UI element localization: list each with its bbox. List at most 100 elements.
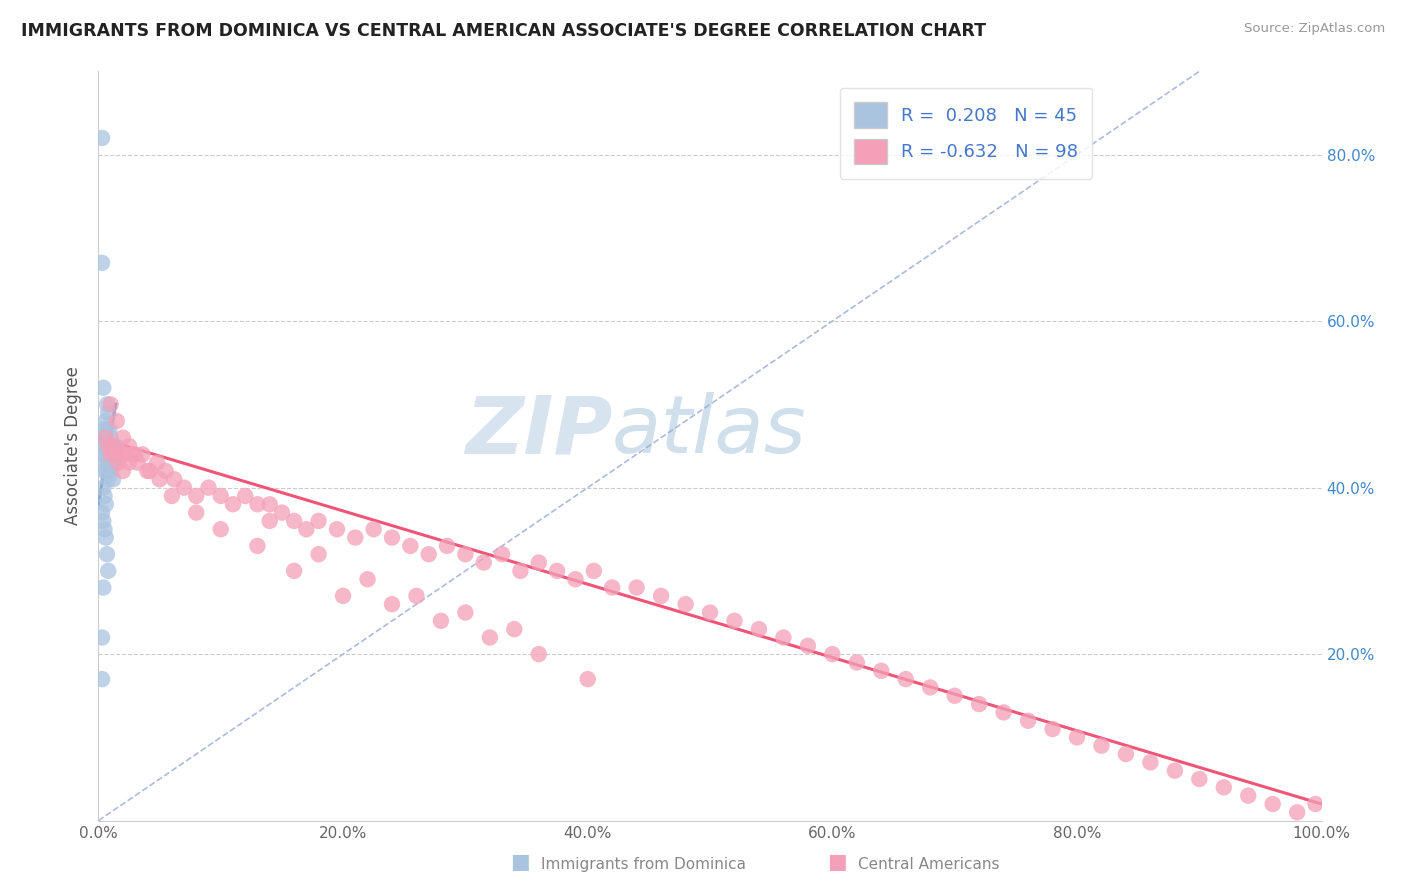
Point <box>546 564 568 578</box>
Point <box>1261 797 1284 811</box>
Point <box>1212 780 1234 795</box>
Point <box>472 556 495 570</box>
Text: Immigrants from Dominica: Immigrants from Dominica <box>541 857 747 872</box>
Point <box>98 422 121 436</box>
Point <box>105 414 128 428</box>
Point <box>146 456 169 470</box>
Text: ZIP: ZIP <box>465 392 612 470</box>
Legend: R =  0.208   N = 45, R = -0.632   N = 98: R = 0.208 N = 45, R = -0.632 N = 98 <box>839 88 1092 178</box>
Point <box>564 572 586 586</box>
Point <box>186 506 208 520</box>
Point <box>967 697 990 711</box>
Point <box>381 531 404 545</box>
Point <box>100 447 122 461</box>
Point <box>920 681 942 695</box>
Point <box>894 672 917 686</box>
Point <box>93 439 115 453</box>
Point <box>503 622 526 636</box>
Point <box>93 522 115 536</box>
Point <box>100 431 122 445</box>
Point <box>111 431 134 445</box>
Point <box>246 497 269 511</box>
Point <box>160 489 183 503</box>
Point <box>100 456 122 470</box>
Point <box>97 406 120 420</box>
Point <box>149 472 172 486</box>
Point <box>233 489 256 503</box>
Point <box>131 447 153 461</box>
Point <box>124 447 146 461</box>
Point <box>101 439 124 453</box>
Point <box>121 447 143 461</box>
Point <box>436 539 458 553</box>
Point <box>699 606 721 620</box>
Point <box>100 397 122 411</box>
Point <box>163 472 186 486</box>
Point <box>246 539 269 553</box>
Point <box>582 564 605 578</box>
Point <box>94 431 117 445</box>
Point <box>797 639 820 653</box>
Point <box>478 631 501 645</box>
Point <box>91 631 114 645</box>
Point <box>222 497 245 511</box>
Point <box>94 531 117 545</box>
Point <box>101 472 124 486</box>
Point <box>1188 772 1211 786</box>
Point <box>363 522 385 536</box>
Point <box>100 464 122 478</box>
Point <box>405 589 427 603</box>
Point <box>97 472 120 486</box>
Point <box>1090 739 1112 753</box>
Point <box>356 572 378 586</box>
Point <box>93 464 115 478</box>
Point <box>118 439 141 453</box>
Point <box>308 514 330 528</box>
Point <box>259 497 281 511</box>
Point <box>96 547 118 561</box>
Point <box>1042 722 1064 736</box>
Point <box>91 256 114 270</box>
Point <box>96 397 118 411</box>
Point <box>772 631 794 645</box>
Point <box>650 589 672 603</box>
Y-axis label: Associate's Degree: Associate's Degree <box>65 367 83 525</box>
Point <box>94 497 117 511</box>
Point <box>118 456 141 470</box>
Point <box>326 522 349 536</box>
Point <box>821 647 844 661</box>
Text: ■: ■ <box>510 853 530 872</box>
Point <box>97 564 120 578</box>
Point <box>114 447 136 461</box>
Point <box>675 597 697 611</box>
Point <box>1139 756 1161 770</box>
Point <box>94 414 117 428</box>
Point <box>91 514 114 528</box>
Point <box>173 481 195 495</box>
Point <box>197 481 219 495</box>
Point <box>101 439 124 453</box>
Point <box>91 506 114 520</box>
Point <box>96 439 118 453</box>
Point <box>259 514 281 528</box>
Point <box>723 614 745 628</box>
Point <box>491 547 513 561</box>
Point <box>110 447 132 461</box>
Point <box>93 489 115 503</box>
Text: Central Americans: Central Americans <box>858 857 1000 872</box>
Point <box>91 422 114 436</box>
Point <box>509 564 531 578</box>
Point <box>96 464 118 478</box>
Point <box>576 672 599 686</box>
Point <box>993 706 1015 720</box>
Point <box>101 447 124 461</box>
Point <box>943 689 966 703</box>
Point <box>295 522 318 536</box>
Point <box>626 581 648 595</box>
Point <box>283 564 305 578</box>
Point <box>1017 714 1039 728</box>
Point <box>91 581 114 595</box>
Point <box>186 489 208 503</box>
Point <box>600 581 623 595</box>
Point <box>94 456 117 470</box>
